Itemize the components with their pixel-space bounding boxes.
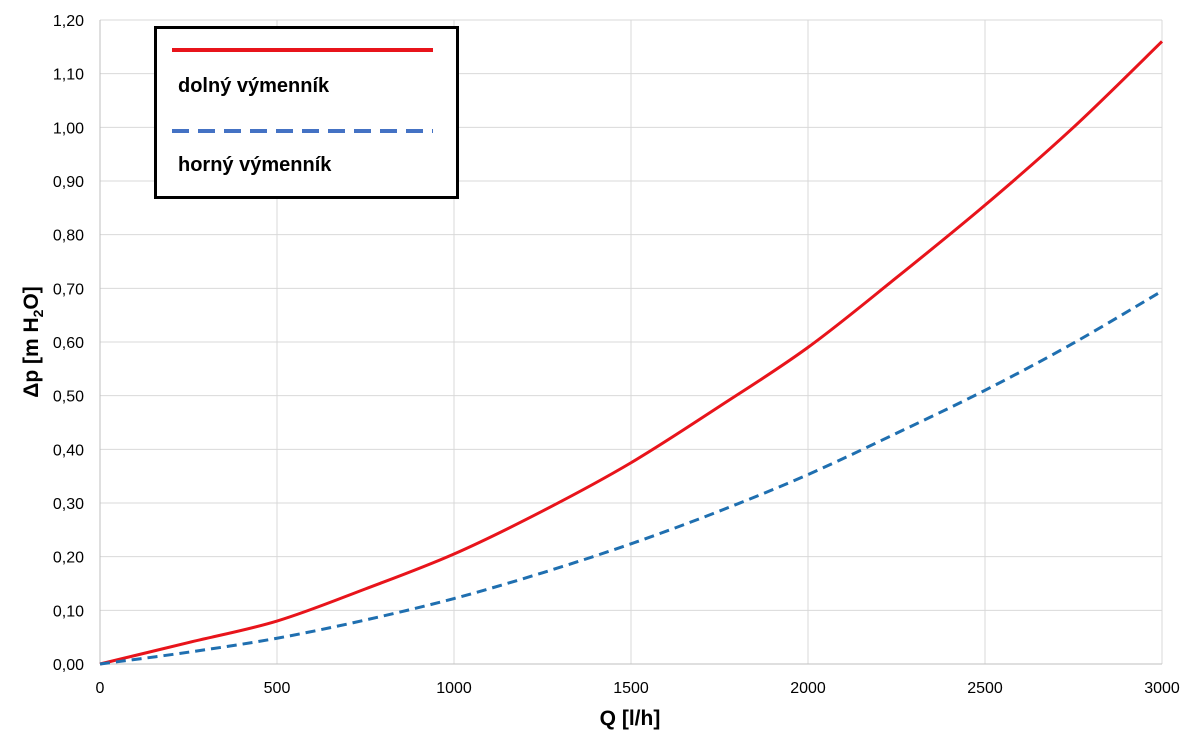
x-tick-label: 2500 bbox=[967, 680, 1003, 697]
y-tick-label: 1,20 bbox=[53, 13, 84, 30]
y-tick-label: 1,00 bbox=[53, 120, 84, 137]
x-tick-label: 0 bbox=[96, 680, 105, 697]
x-tick-label: 2000 bbox=[790, 680, 826, 697]
legend-label-horny: horný výmenník bbox=[178, 154, 332, 176]
y-axis-title-tail: O] bbox=[20, 286, 43, 309]
x-tick-label: 500 bbox=[264, 680, 291, 697]
x-tick-label: 1000 bbox=[436, 680, 472, 697]
y-tick-label: 1,10 bbox=[53, 67, 84, 84]
y-tick-label: 0,90 bbox=[53, 174, 84, 191]
axes bbox=[99, 20, 1162, 665]
y-tick-label: 0,40 bbox=[53, 442, 84, 459]
y-tick-label: 0,60 bbox=[53, 335, 84, 352]
y-axis-title: Δp [m H2O] bbox=[20, 286, 46, 398]
x-tick-label: 3000 bbox=[1144, 680, 1180, 697]
y-tick-labels: 0,00 0,10 0,20 0,30 0,40 0,50 0,60 0,70 0,80 0,90… bbox=[53, 13, 84, 674]
legend: dolný výmenník horný výmenník bbox=[154, 26, 459, 199]
legend-box bbox=[154, 26, 459, 199]
x-tick-labels: 0 500 1000 1500 2000 2500 3000 bbox=[96, 680, 1180, 697]
y-axis-title-main: Δp [m H bbox=[20, 317, 43, 397]
y-tick-label: 0,50 bbox=[53, 389, 84, 406]
y-tick-label: 0,70 bbox=[53, 281, 84, 298]
y-tick-label: 0,30 bbox=[53, 496, 84, 513]
y-tick-label: 0,10 bbox=[53, 603, 84, 620]
legend-label-dolny: dolný výmenník bbox=[178, 75, 330, 97]
series-line-1 bbox=[99, 289, 1163, 666]
x-tick-label: 1500 bbox=[613, 680, 649, 697]
y-tick-label: 0,80 bbox=[53, 228, 84, 245]
y-axis-title-subscript: 2 bbox=[30, 309, 46, 317]
y-tick-label: 0,00 bbox=[53, 657, 84, 674]
series-lines bbox=[99, 40, 1164, 666]
y-tick-label: 0,20 bbox=[53, 550, 84, 567]
x-axis-title: Q [l/h] bbox=[600, 707, 661, 730]
series-line-0 bbox=[99, 40, 1164, 666]
